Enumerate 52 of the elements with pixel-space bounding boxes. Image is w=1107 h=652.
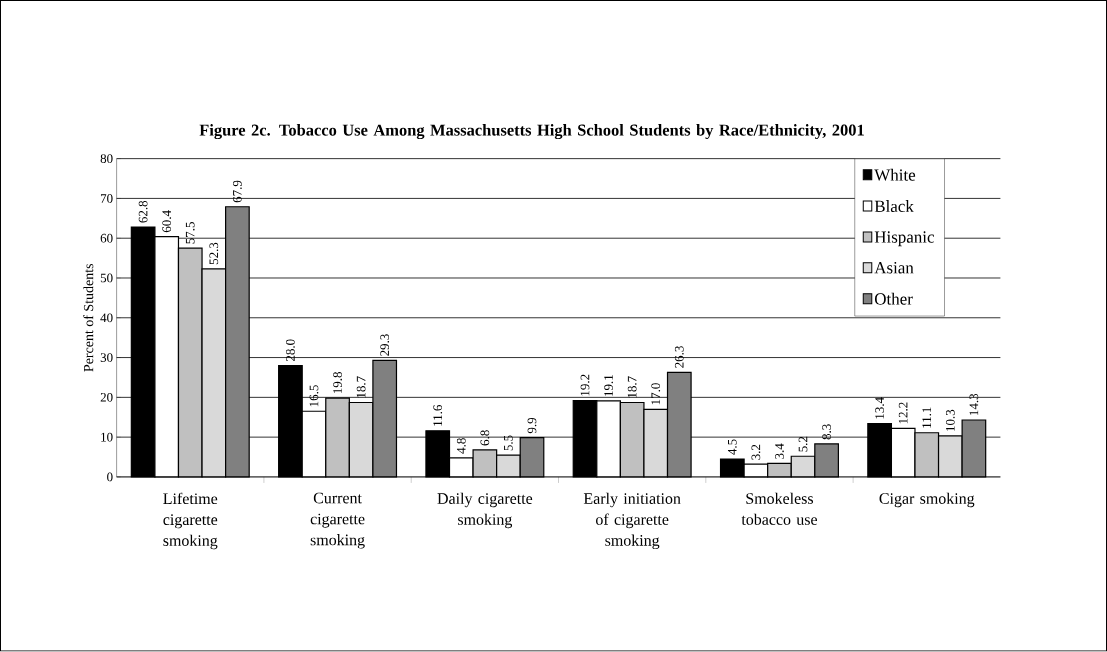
x-tick-label: Cigar smoking: [879, 492, 975, 508]
y-tick-label: 0: [107, 472, 113, 482]
data-label: 57.5: [185, 222, 195, 244]
data-label: 9.9: [527, 418, 537, 434]
y-tick-label: 30: [100, 353, 113, 363]
x-tick-label: Early initiation of cigarette smoking: [583, 492, 681, 550]
legend-label: Black: [874, 200, 914, 213]
legend-label: Other: [874, 293, 913, 305]
data-label: 16.5: [309, 385, 319, 407]
y-tick-label: 60: [100, 234, 113, 243]
y-tick-label: 50: [100, 273, 113, 283]
data-label: 11.1: [922, 407, 932, 428]
data-label: 52.3: [209, 242, 219, 265]
legend-label: White: [874, 169, 916, 182]
data-label: 17.0: [651, 383, 661, 405]
data-label: 8.3: [822, 424, 832, 440]
data-label: 60.4: [162, 210, 172, 233]
y-axis-title: Percent of Students: [83, 264, 94, 372]
legend-label: Hispanic: [874, 231, 935, 247]
data-label: 12.2: [898, 402, 908, 424]
data-label: 4.8: [456, 438, 466, 454]
data-label: 10.3: [945, 410, 955, 432]
data-label: 19.2: [580, 374, 590, 396]
y-tick-label: 80: [100, 154, 113, 164]
x-tick-label: Lifetime cigarette smoking: [163, 492, 218, 550]
data-label: 13.4: [875, 397, 885, 419]
data-label: 14.3: [969, 394, 979, 416]
data-label: 11.6: [433, 405, 443, 426]
data-label: 67.9: [233, 180, 242, 203]
y-tick-label: 10: [101, 432, 113, 442]
data-label: 6.8: [480, 430, 490, 446]
x-tick-label: Daily cigarette smoking: [437, 492, 533, 529]
y-tick-label: 70: [100, 194, 113, 203]
data-label: 3.2: [751, 444, 761, 460]
data-label: 28.0: [286, 339, 295, 362]
data-label: 5.2: [798, 437, 808, 452]
chart-title: Figure 2c. Tobacco Use Among Massachusetts High School Students by Race/Ethnicity, 2001: [199, 124, 864, 140]
data-label: 26.3: [674, 346, 684, 368]
x-tick-label: Smokeless tobacco use: [741, 492, 817, 526]
data-label: 19.1: [604, 375, 613, 397]
data-label: 18.7: [356, 376, 366, 398]
data-label: 4.5: [727, 439, 737, 456]
legend-label: Asian: [874, 262, 914, 274]
data-label: 3.4: [775, 443, 784, 460]
data-label: 62.8: [138, 201, 148, 223]
y-tick-label: 40: [100, 313, 113, 323]
y-tick-label: 20: [100, 393, 113, 402]
data-label: 29.3: [380, 334, 390, 357]
data-label: 5.5: [504, 435, 513, 451]
x-tick-label: Current cigarette smoking: [310, 492, 365, 549]
data-label: 19.8: [333, 372, 342, 394]
data-label: 18.7: [627, 376, 637, 398]
